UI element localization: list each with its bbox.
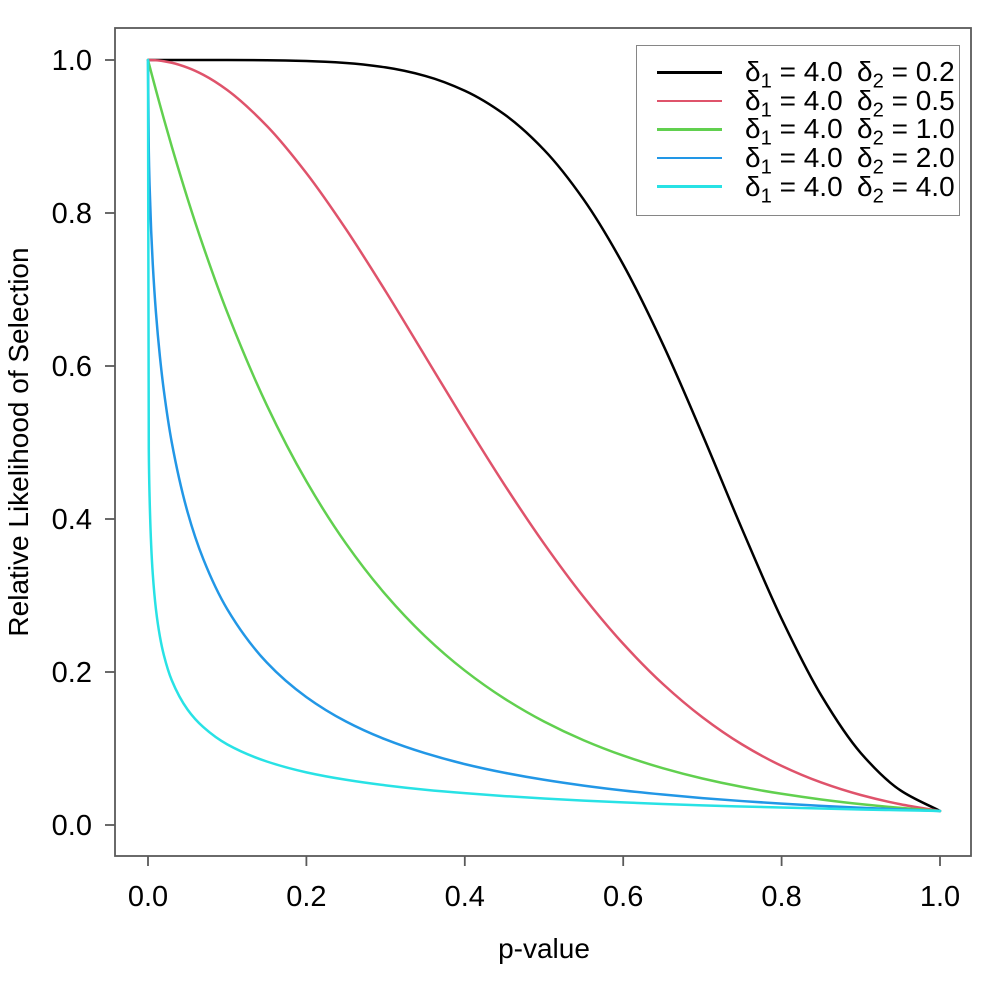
x-tick-label: 1.0 bbox=[920, 881, 960, 913]
y-tick-label: 1.0 bbox=[52, 45, 92, 77]
y-tick-label: 0.0 bbox=[52, 810, 92, 842]
curve-series-1 bbox=[146, 58, 942, 813]
legend-line-swatch bbox=[657, 99, 722, 103]
y-tick-label: 0.8 bbox=[52, 198, 92, 230]
legend-line-swatch bbox=[657, 156, 722, 160]
y-axis-title: Relative Likelihood of Selection bbox=[3, 247, 34, 636]
x-tick-label: 0.0 bbox=[128, 881, 168, 913]
legend-item: δ1 = 4.0 δ2 = 0.5 bbox=[637, 84, 959, 122]
legend-line-swatch bbox=[657, 128, 722, 131]
legend-label-delta2: δ2 = 0.2 bbox=[857, 56, 955, 93]
x-axis-title: p-value bbox=[498, 933, 590, 964]
legend-line-swatch bbox=[657, 185, 722, 188]
legend: δ1 = 4.0 δ2 = 0.2 δ1 = 4.0 δ2 = 0.5 δ1 =… bbox=[636, 45, 960, 216]
legend-item: δ1 = 4.0 δ2 = 2.0 bbox=[637, 142, 959, 179]
x-tick-label: 0.4 bbox=[445, 881, 485, 913]
curve-series-4 bbox=[146, 58, 942, 813]
curve-series-3 bbox=[146, 58, 942, 813]
legend-label-delta1: δ1 = 4.0 bbox=[745, 113, 843, 151]
legend-label-delta2: δ2 = 1.0 bbox=[857, 113, 955, 151]
legend-label-delta2: δ2 = 0.5 bbox=[857, 84, 955, 122]
x-tick-label: 0.6 bbox=[603, 881, 643, 913]
legend-line-swatch bbox=[657, 71, 722, 74]
legend-label-delta2: δ2 = 4.0 bbox=[857, 170, 955, 208]
legend-label-delta1: δ1 = 4.0 bbox=[745, 84, 843, 122]
legend-item: δ1 = 4.0 δ2 = 4.0 bbox=[637, 170, 959, 208]
y-tick-label: 0.2 bbox=[52, 657, 92, 689]
legend-item: δ1 = 4.0 δ2 = 0.2 bbox=[637, 56, 959, 93]
y-tick-label: 0.6 bbox=[52, 351, 92, 383]
legend-label-delta1: δ1 = 4.0 bbox=[745, 142, 843, 179]
legend-label-delta2: δ2 = 2.0 bbox=[857, 142, 955, 179]
legend-item: δ1 = 4.0 δ2 = 1.0 bbox=[637, 113, 959, 151]
legend-label-delta1: δ1 = 4.0 bbox=[745, 56, 843, 93]
x-tick-label: 0.8 bbox=[761, 881, 801, 913]
curve-series-2 bbox=[146, 58, 942, 813]
y-tick-label: 0.4 bbox=[52, 504, 92, 536]
x-tick-label: 0.2 bbox=[286, 881, 326, 913]
plot-box bbox=[114, 27, 972, 857]
legend-label-delta1: δ1 = 4.0 bbox=[745, 170, 843, 208]
